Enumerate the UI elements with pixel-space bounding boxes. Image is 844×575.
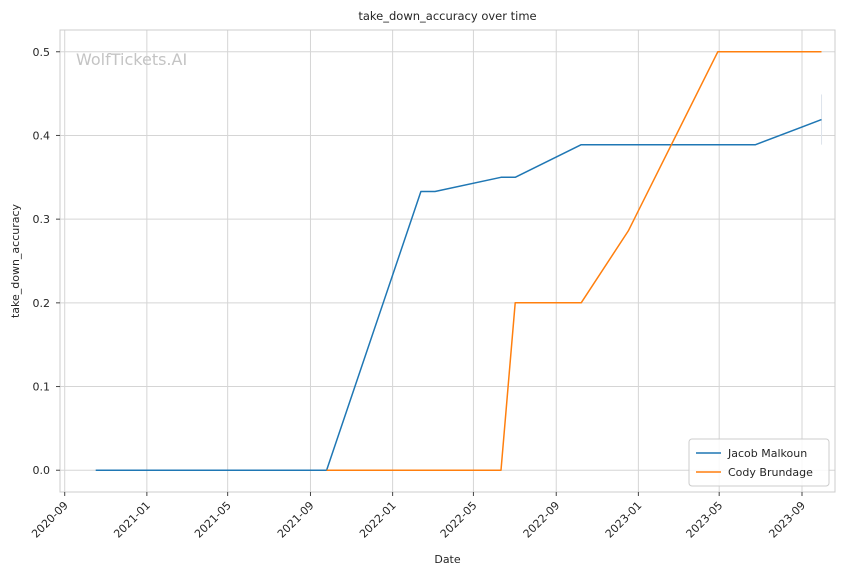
y-tick-label: 0.0 — [33, 464, 51, 477]
x-axis-title: Date — [434, 553, 461, 566]
legend-label: Jacob Malkoun — [727, 447, 807, 460]
chart-title: take_down_accuracy over time — [358, 9, 536, 23]
watermark-text: WolfTickets.AI — [76, 50, 187, 69]
y-axis-title: take_down_accuracy — [9, 203, 22, 318]
plot-area-frame — [59, 29, 836, 493]
legend: Jacob Malkoun Cody Brundage — [688, 438, 830, 487]
legend-box — [688, 438, 830, 487]
legend-label: Cody Brundage — [728, 466, 813, 479]
series-line — [326, 51, 822, 471]
series-line — [95, 118, 822, 471]
y-tick-label: 0.3 — [33, 213, 51, 226]
y-tick-label: 0.4 — [33, 129, 51, 142]
y-axis: 0.0 0.1 0.2 0.3 0.4 0.5 — [33, 46, 60, 477]
series-layer — [95, 51, 823, 471]
y-tick-label: 0.2 — [33, 297, 51, 310]
y-tick-label: 0.5 — [33, 46, 51, 59]
y-tick-label: 0.1 — [33, 381, 51, 394]
